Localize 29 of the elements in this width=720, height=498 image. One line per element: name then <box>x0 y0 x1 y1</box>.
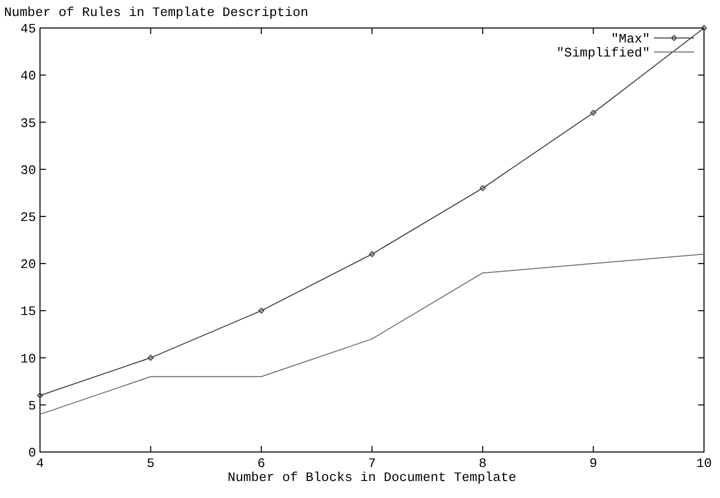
y-tick-label: 15 <box>20 304 36 320</box>
x-tick-label: 4 <box>36 456 44 471</box>
point <box>148 354 154 361</box>
point <box>37 392 43 398</box>
legend-label: "Simplified" <box>556 46 650 61</box>
x-axis-title: Number of Blocks in Document Template <box>228 470 516 485</box>
y-tick-label: 10 <box>20 351 36 366</box>
x-tick-label: 10 <box>696 456 712 471</box>
y-tick-label: 35 <box>20 116 36 131</box>
point <box>701 25 707 31</box>
x-tick-label: 7 <box>368 456 376 471</box>
y-tick-label: 40 <box>20 68 36 84</box>
x-tick-label: 8 <box>478 456 487 471</box>
y-tick-label: 0 <box>28 446 36 461</box>
x-tick-label: 5 <box>146 456 155 471</box>
point <box>369 251 375 258</box>
point <box>590 110 596 116</box>
legend-label: "Max" <box>610 32 650 47</box>
y-tick-label: 20 <box>20 257 36 272</box>
x-tick-label: 6 <box>257 456 266 471</box>
line-series <box>40 254 704 415</box>
point <box>258 308 264 314</box>
point <box>480 185 486 192</box>
x-tick-label: 9 <box>589 456 598 471</box>
chart-title: Number of Rules in Template Description <box>4 5 308 20</box>
y-tick-label: 30 <box>20 162 36 178</box>
y-tick-label: 5 <box>28 398 36 414</box>
y-tick-label: 25 <box>20 210 36 225</box>
y-tick-label: 45 <box>20 22 36 37</box>
